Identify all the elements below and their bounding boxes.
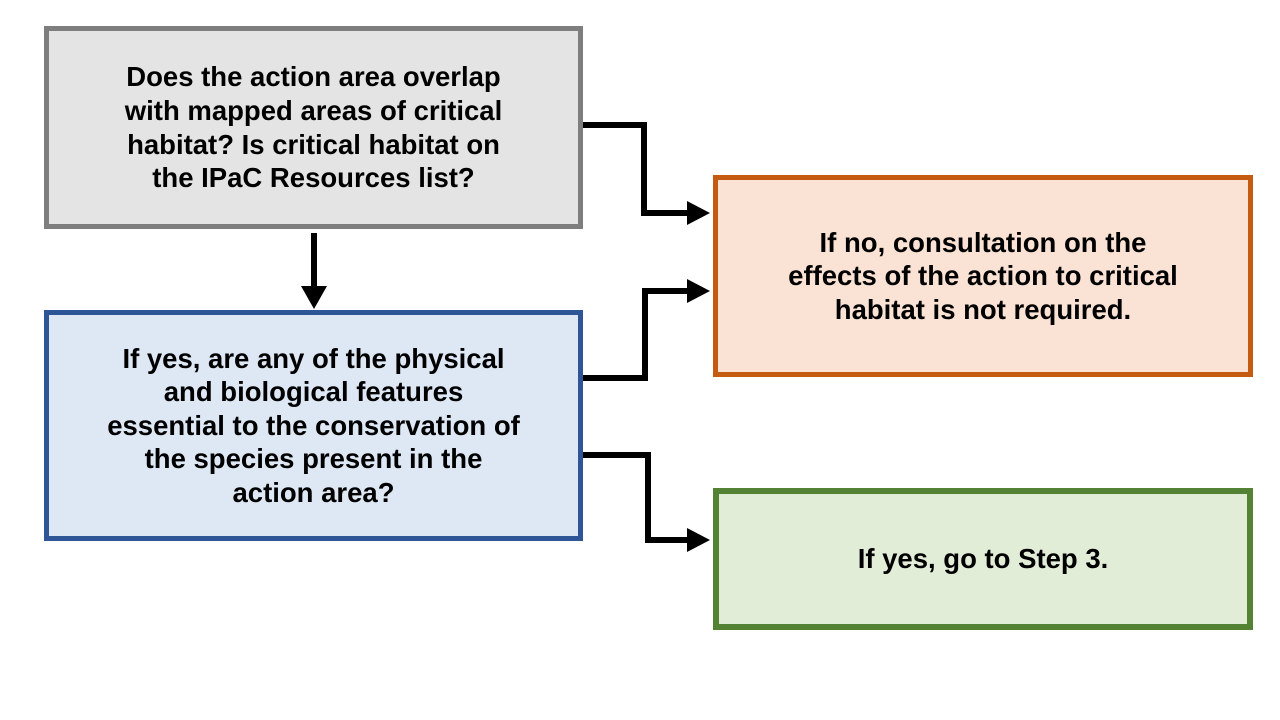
node-outcome-consultation-not-required[interactable]: If no, consultation on the effects of th… [713, 175, 1253, 377]
node-features-label: If yes, are any of the physical and biol… [107, 342, 520, 508]
node-question-label: Does the action area overlap with mapped… [124, 61, 503, 194]
edge-features-to-not-required [583, 279, 710, 381]
node-outcome-go-to-step-3[interactable]: If yes, go to Step 3. [713, 488, 1253, 630]
node-step3-label: If yes, go to Step 3. [857, 543, 1109, 575]
edge-question-to-not-required [583, 122, 710, 225]
edge-features-to-step3 [583, 452, 710, 552]
node-not-required-label: If no, consultation on the effects of th… [788, 226, 1178, 325]
edge-question-to-features [301, 233, 327, 309]
node-question-physical-biological-features[interactable]: If yes, are any of the physical and biol… [44, 310, 583, 541]
node-question-critical-habitat-overlap[interactable]: Does the action area overlap with mapped… [44, 26, 583, 229]
